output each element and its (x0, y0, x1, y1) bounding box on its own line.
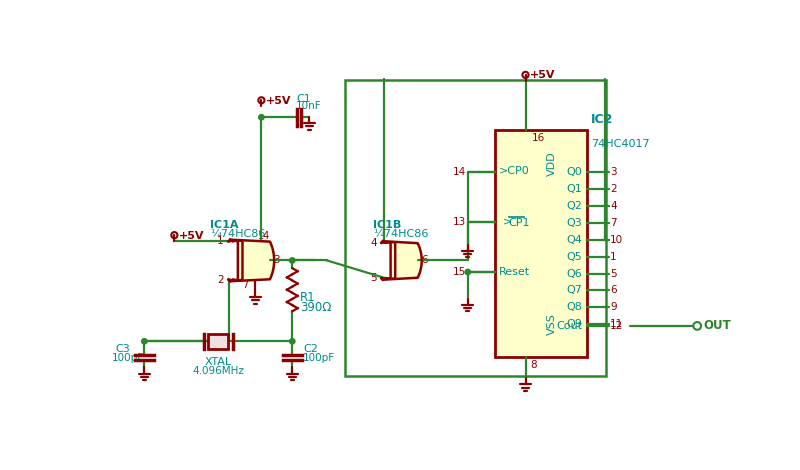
Text: Q2: Q2 (566, 201, 582, 211)
Text: 13: 13 (453, 217, 466, 227)
Text: 6: 6 (610, 285, 617, 296)
Text: 100pF: 100pF (303, 353, 335, 363)
Text: 7: 7 (242, 280, 248, 290)
Text: 16: 16 (532, 133, 545, 143)
Text: 14: 14 (453, 167, 466, 177)
Text: >CP0: >CP0 (499, 166, 530, 176)
Text: 4.096MHz: 4.096MHz (192, 366, 244, 376)
Text: XTAL: XTAL (205, 357, 232, 367)
Text: C3: C3 (115, 344, 130, 354)
Circle shape (258, 115, 264, 120)
Text: 1: 1 (610, 251, 617, 262)
Text: Q0: Q0 (566, 167, 582, 177)
Text: 390Ω: 390Ω (300, 301, 331, 314)
Text: IC1B: IC1B (373, 220, 402, 230)
Text: Q1: Q1 (566, 184, 582, 194)
Text: OUT: OUT (703, 320, 731, 332)
Text: Cout: Cout (557, 321, 582, 331)
Text: ¼74HC86: ¼74HC86 (210, 229, 265, 239)
Text: 2: 2 (218, 274, 224, 284)
Text: +5V: +5V (530, 70, 556, 80)
Text: Reset: Reset (499, 267, 530, 277)
Text: Q7: Q7 (566, 285, 582, 296)
Text: IC2: IC2 (591, 113, 614, 125)
Text: Q6: Q6 (566, 268, 582, 279)
Text: Q5: Q5 (566, 251, 582, 262)
Bar (345, 79, 606, 376)
Text: 100pF: 100pF (112, 353, 144, 363)
Circle shape (290, 258, 295, 263)
Text: 8: 8 (530, 360, 537, 370)
Text: >: > (502, 217, 512, 227)
Text: VSS: VSS (547, 313, 557, 335)
Text: 6: 6 (421, 256, 427, 266)
Text: +5V: +5V (179, 231, 205, 241)
Text: Q3: Q3 (566, 218, 582, 228)
Text: 14: 14 (258, 231, 270, 241)
Text: 74HC4017: 74HC4017 (591, 139, 650, 149)
Text: 15: 15 (453, 267, 466, 277)
Text: 12: 12 (610, 321, 623, 331)
Text: 11: 11 (610, 319, 623, 329)
Text: 10nF: 10nF (296, 101, 322, 111)
Bar (494, 130, 587, 357)
Circle shape (465, 269, 470, 274)
Text: C1: C1 (296, 94, 310, 104)
Text: 2: 2 (610, 184, 617, 194)
Text: 5: 5 (370, 273, 377, 283)
Text: Q4: Q4 (566, 235, 582, 245)
Text: R1: R1 (300, 290, 316, 304)
Text: +5V: +5V (266, 96, 291, 106)
Bar (208, 334, 228, 349)
Text: VDD: VDD (547, 151, 557, 176)
Text: Q9: Q9 (566, 319, 582, 329)
Text: 5: 5 (610, 268, 617, 279)
Text: ¼74HC86: ¼74HC86 (373, 229, 429, 239)
Polygon shape (382, 241, 422, 280)
Text: 9: 9 (610, 302, 617, 313)
Text: C2: C2 (303, 344, 318, 354)
Text: IC1A: IC1A (210, 220, 238, 230)
Text: CP1: CP1 (509, 218, 530, 228)
Circle shape (142, 338, 147, 344)
Text: 1: 1 (218, 236, 224, 246)
Text: Q8: Q8 (566, 302, 582, 313)
Circle shape (290, 338, 295, 344)
Polygon shape (229, 240, 274, 281)
Text: 3: 3 (610, 167, 617, 177)
Text: 4: 4 (370, 238, 377, 248)
Text: 3: 3 (273, 256, 280, 266)
Text: 7: 7 (610, 218, 617, 228)
Text: 4: 4 (610, 201, 617, 211)
Text: 10: 10 (610, 235, 623, 245)
